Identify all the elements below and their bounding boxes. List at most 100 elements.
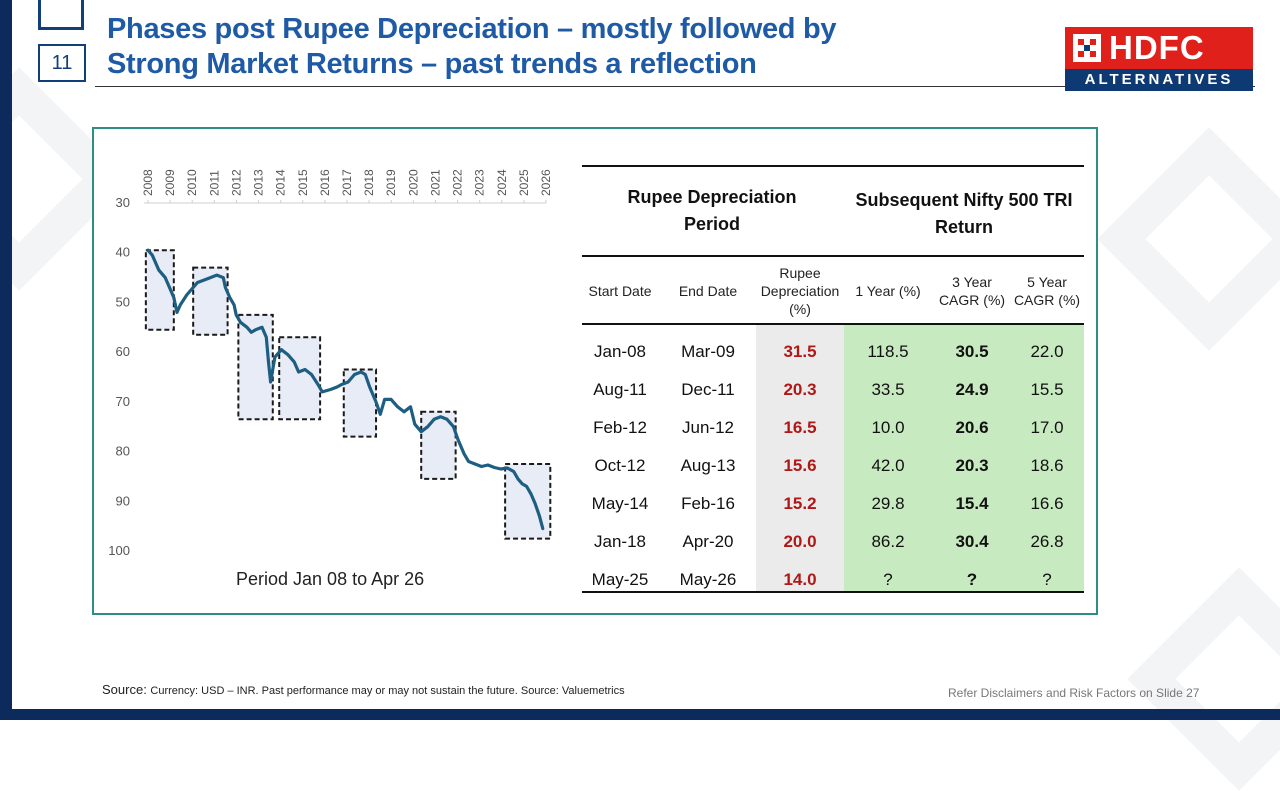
col-5y-line-2: CAGR (%) bbox=[1013, 292, 1081, 308]
bottom-accent-bar bbox=[0, 709, 1280, 720]
y-tick-label: 50 bbox=[116, 294, 130, 309]
x-tick-label: 2009 bbox=[163, 169, 177, 196]
cell-start: Aug-11 bbox=[593, 380, 647, 399]
col-3y-line-2: CAGR (%) bbox=[938, 292, 1006, 308]
table-row: May-14 Feb-16 15.2 29.8 15.4 16.6 bbox=[582, 485, 1084, 523]
col-end-date: End Date bbox=[678, 283, 738, 299]
x-tick-label: 2010 bbox=[185, 169, 199, 196]
usd-inr-line bbox=[146, 248, 545, 531]
cell-y3: 30.4 bbox=[955, 532, 989, 551]
y-tick-label: 60 bbox=[116, 344, 130, 359]
table-column-rule bbox=[582, 323, 1084, 325]
left-accent-bar bbox=[0, 0, 12, 720]
page-title: Phases post Rupee Depreciation – mostly … bbox=[107, 12, 887, 82]
cell-y5: 15.5 bbox=[1030, 380, 1064, 399]
x-tick-label: 2024 bbox=[495, 169, 509, 196]
x-tick-label: 2023 bbox=[473, 169, 487, 196]
nifty-return-header: Subsequent Nifty 500 TRI Return bbox=[844, 187, 1084, 241]
x-tick-label: 2020 bbox=[406, 169, 420, 196]
x-tick-label: 2013 bbox=[252, 169, 266, 196]
source-text: Currency: USD – INR. Past performance ma… bbox=[150, 685, 625, 697]
background-diamond bbox=[1097, 127, 1280, 351]
returns-columns-bg bbox=[844, 325, 1084, 591]
table-row: Oct-12 Aug-13 15.6 42.0 20.3 18.6 bbox=[582, 447, 1084, 485]
y-tick-label: 100 bbox=[108, 543, 130, 558]
x-tick-label: 2026 bbox=[539, 169, 553, 196]
col-depreciation: Rupee Depreciation (%) bbox=[756, 264, 844, 318]
x-tick-label: 2015 bbox=[296, 169, 310, 196]
cell-end: Mar-09 bbox=[681, 342, 735, 361]
logo-wordmark: HDFC bbox=[1109, 29, 1205, 66]
table-row: Jan-18 Apr-20 20.0 86.2 30.4 26.8 bbox=[582, 523, 1084, 561]
y-tick-label: 90 bbox=[116, 493, 130, 508]
rupee-period-header: Rupee Depreciation Period bbox=[612, 184, 812, 238]
cell-y3: 20.6 bbox=[955, 418, 989, 437]
cell-dep: 31.5 bbox=[783, 342, 817, 361]
cell-y3: 20.3 bbox=[955, 456, 989, 475]
cell-end: Feb-16 bbox=[681, 494, 735, 513]
nifty-header-line-1: Subsequent Nifty 500 TRI bbox=[855, 190, 1073, 210]
col-1-year: 1 Year (%) bbox=[855, 283, 921, 299]
x-tick-label: 2017 bbox=[340, 169, 354, 196]
x-tick-label: 2025 bbox=[517, 169, 531, 196]
cell-y1: 29.8 bbox=[871, 494, 905, 513]
source-label: Source: bbox=[102, 682, 151, 697]
cell-y3: 30.5 bbox=[955, 342, 989, 361]
cell-dep: 15.6 bbox=[783, 456, 817, 475]
background-diamond bbox=[1127, 567, 1280, 791]
cell-end: May-26 bbox=[679, 570, 737, 589]
x-tick-label: 2022 bbox=[451, 169, 465, 196]
depreciation-column-bg bbox=[756, 325, 844, 591]
title-line-2: Strong Market Returns – past trends a re… bbox=[107, 48, 757, 80]
cell-y1: 118.5 bbox=[867, 342, 909, 361]
col-5-year-cagr: 5 Year CAGR (%) bbox=[1010, 273, 1084, 309]
x-tick-label: 2019 bbox=[384, 169, 398, 196]
x-tick-label: 2021 bbox=[428, 169, 442, 196]
col-start-date: Start Date bbox=[588, 283, 652, 299]
x-tick-label: 2012 bbox=[229, 169, 243, 196]
cell-start: May-25 bbox=[591, 570, 649, 589]
title-divider bbox=[95, 86, 1255, 87]
chart-caption: Period Jan 08 to Apr 26 bbox=[236, 569, 424, 589]
disclaimer-note: Refer Disclaimers and Risk Factors on Sl… bbox=[948, 686, 1200, 700]
cell-end: Jun-12 bbox=[682, 418, 734, 437]
table-header-rule bbox=[582, 255, 1084, 257]
col-dep-line-3: (%) bbox=[789, 301, 811, 317]
col-dep-line-2: Depreciation bbox=[760, 283, 840, 299]
x-tick-label: 2008 bbox=[141, 169, 155, 196]
rupee-header-line-2: Period bbox=[683, 214, 740, 234]
col-5y-line-1: 5 Year bbox=[1027, 274, 1067, 290]
cell-y3: 24.9 bbox=[955, 380, 989, 399]
table-row: May-25 May-26 14.0??? bbox=[582, 561, 1084, 599]
col-3y-line-1: 3 Year bbox=[952, 274, 992, 290]
hdfc-mark-icon bbox=[1073, 34, 1101, 62]
cell-y5: 18.6 bbox=[1030, 456, 1064, 475]
cell-y1: 10.0 bbox=[871, 418, 905, 437]
cell-dep: 14.0 bbox=[783, 570, 817, 589]
hdfc-alternatives-logo: HDFC ALTERNATIVES bbox=[1065, 27, 1253, 91]
table-row: Jan-08 Mar-09 31.5 118.5 30.5 22.0 bbox=[582, 333, 1084, 371]
cell-start: Jan-08 bbox=[594, 342, 646, 361]
col-3-year-cagr: 3 Year CAGR (%) bbox=[934, 273, 1010, 309]
depreciation-period-box bbox=[237, 313, 274, 421]
cell-end: Dec-11 bbox=[681, 380, 735, 399]
cell-dep: 16.5 bbox=[783, 418, 817, 437]
cell-y3: ? bbox=[966, 570, 978, 589]
cell-start: Feb-12 bbox=[593, 418, 647, 437]
table-bottom-rule bbox=[582, 591, 1084, 593]
col-dep-line-1: Rupee bbox=[779, 265, 821, 281]
cell-y1: 33.5 bbox=[871, 380, 905, 399]
x-tick-label: 2014 bbox=[274, 169, 288, 196]
nifty-header-line-2: Return bbox=[935, 217, 993, 237]
x-tick-label: 2018 bbox=[362, 169, 376, 196]
table-row: Aug-11 Dec-11 20.3 33.5 24.9 15.5 bbox=[582, 371, 1084, 409]
slide-number: 11 bbox=[38, 44, 86, 82]
cell-dep: 20.0 bbox=[783, 532, 817, 551]
table-row: Feb-12 Jun-12 16.5 10.0 20.6 17.0 bbox=[582, 409, 1084, 447]
cell-y5: 22.0 bbox=[1030, 342, 1064, 361]
rupee-header-line-1: Rupee Depreciation bbox=[627, 187, 797, 207]
usd-inr-chart: 2008 2009 2010 2011 2012 2013 2014 2015 2016 2017… bbox=[108, 169, 553, 589]
cell-start: Oct-12 bbox=[594, 456, 646, 475]
cell-y5: 26.8 bbox=[1030, 532, 1064, 551]
cell-dep: 15.2 bbox=[783, 494, 817, 513]
